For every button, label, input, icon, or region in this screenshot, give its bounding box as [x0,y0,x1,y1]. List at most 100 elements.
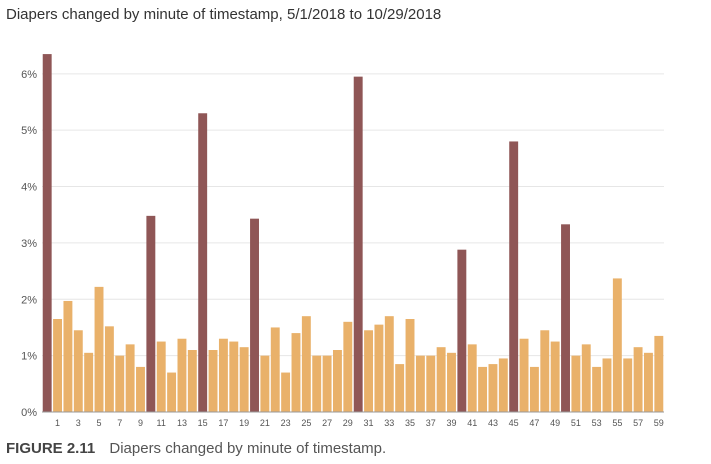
bar [643,352,653,412]
bar-highlighted [198,113,208,413]
x-tick-label: 25 [301,418,311,428]
bar [312,355,322,412]
bar [73,330,83,412]
bar [322,355,332,412]
y-tick-label: 4% [21,182,37,194]
bar [623,358,633,412]
bar [581,344,591,412]
bar [550,341,560,412]
x-tick-label: 41 [467,418,477,428]
x-tick-label: 47 [529,418,539,428]
x-tick-label: 53 [592,418,602,428]
x-tick-label: 59 [654,418,664,428]
x-tick-label: 29 [343,418,353,428]
bar [519,338,529,412]
bar [229,341,239,412]
bar [84,352,94,412]
bar [260,355,270,412]
bar [301,316,311,412]
bar [571,355,581,412]
x-tick-label: 21 [260,418,270,428]
bars [42,54,664,413]
x-tick-label: 17 [218,418,228,428]
bar-highlighted [42,54,52,413]
x-tick-label: 55 [612,418,622,428]
bar-highlighted [353,76,363,412]
x-tick-label: 9 [138,418,143,428]
bar [281,372,291,412]
x-tick-label: 5 [97,418,102,428]
x-tick-label: 57 [633,418,643,428]
figure-caption-text: Diapers changed by minute of timestamp. [109,440,387,457]
bar [467,344,477,412]
chart-title: Diapers changed by minute of timestamp, … [6,6,442,23]
bar-highlighted [146,215,156,412]
y-tick-label: 3% [21,238,37,250]
bar [612,278,622,412]
bar [136,366,145,412]
bar [602,358,612,412]
bar [270,327,280,412]
bar [343,321,353,412]
bar [405,319,415,412]
y-tick-label: 5% [21,125,37,137]
x-tick-label: 19 [239,418,249,428]
bar [426,355,436,412]
y-tick-label: 2% [21,294,37,306]
bar [125,344,135,412]
x-tick-label: 1 [55,418,60,428]
y-tick-label: 6% [21,69,37,81]
x-tick-label: 11 [157,418,166,428]
bar [415,355,425,412]
x-tick-label: 35 [405,418,415,428]
bar-highlighted [509,141,519,412]
x-tick-label: 51 [571,418,581,428]
bar [208,350,218,412]
bar [177,338,187,412]
figure-label: FIGURE 2.11 [6,440,96,457]
bar [187,350,197,412]
bar [488,364,498,412]
bar [633,347,643,412]
bar [94,286,104,412]
bar [592,366,602,412]
bar [63,300,73,412]
bar-chart: 0%1%2%3%4%5%6% 1 3 5 7 9 11 13 15 17 19 21 23 25 27 29… [21,54,664,428]
x-tick-label: 43 [488,418,498,428]
bar [167,372,177,412]
x-tick-label: 31 [364,418,374,428]
bar [529,366,539,412]
x-tick-label: 49 [550,418,560,428]
bar [291,333,301,412]
x-tick-label: 3 [76,418,81,428]
bar [239,347,249,412]
figure-caption: FIGURE 2.11 Diapers changed by minute of… [6,440,386,457]
x-tick-label: 45 [509,418,519,428]
bar-highlighted [250,218,259,412]
bar [374,324,384,412]
x-axis-ticks: 1 3 5 7 9 11 13 15 17 19 21 23 25 27 29 31 33 35 37 39 41 43 4… [55,418,664,428]
bar [654,335,664,412]
x-tick-label: 7 [117,418,122,428]
bar [115,355,125,412]
bar [156,341,166,412]
y-tick-label: 1% [21,351,37,363]
y-axis-ticks: 0% 1% 2% 3% 4% 5% 6% [21,69,37,419]
grid-lines [42,73,664,357]
bar [540,330,550,412]
bar [332,350,342,412]
x-tick-label: 27 [322,418,332,428]
bar [436,347,446,412]
bar [104,326,114,412]
x-tick-label: 23 [281,418,291,428]
bar [395,364,405,412]
bar-highlighted [561,224,570,412]
x-tick-label: 15 [198,418,208,428]
x-tick-label: 37 [426,418,436,428]
x-tick-label: 13 [177,418,187,428]
bar [478,366,488,412]
bar [364,330,374,412]
bar [498,358,508,412]
x-tick-label: 33 [384,418,394,428]
bar [218,338,228,412]
